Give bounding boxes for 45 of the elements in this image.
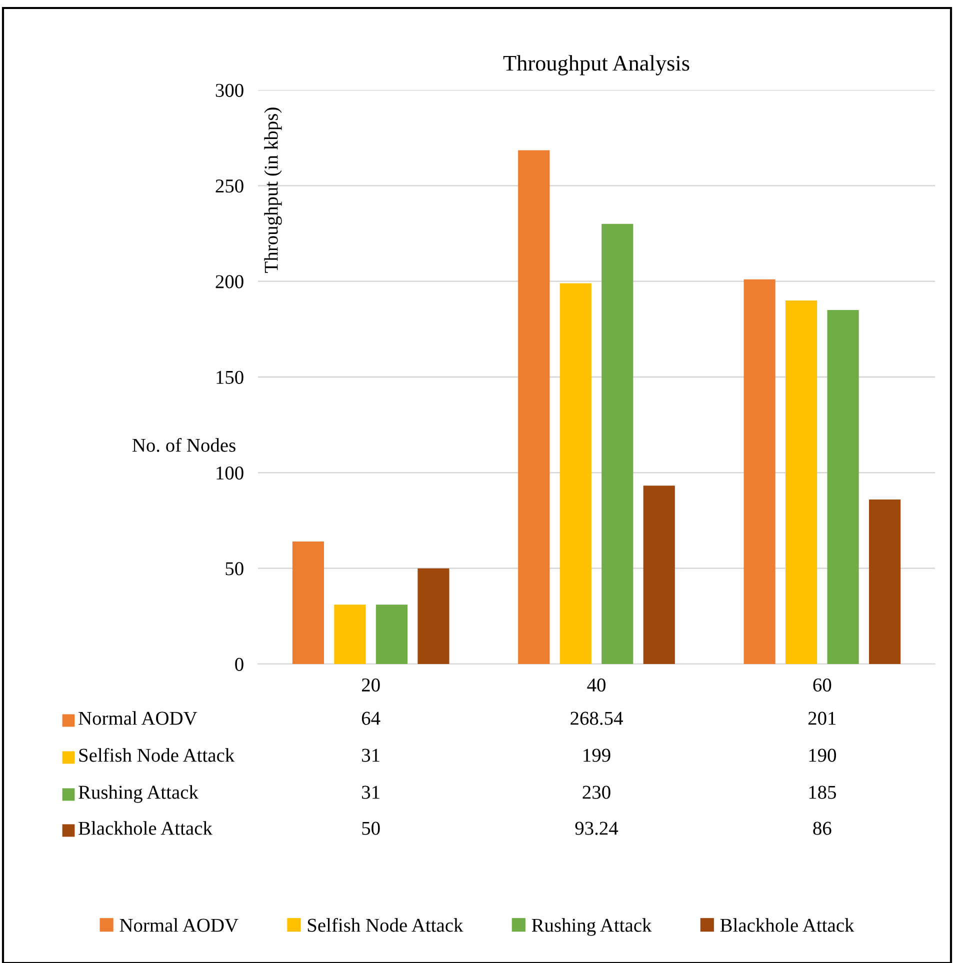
text: Selfish Node Attack (308, 918, 464, 932)
data-label: 31 (362, 748, 380, 762)
y-tick-label: 250 (216, 179, 244, 193)
data-label: 185 (809, 786, 836, 799)
x-axis-title: No. of Nodes (132, 438, 236, 452)
legend-label: Rushing Attack (78, 785, 198, 803)
bar (292, 542, 324, 664)
bar (376, 604, 408, 664)
bar (560, 283, 592, 664)
x-tick-label: 40 (587, 678, 606, 692)
y-tick-label: 100 (216, 466, 244, 480)
data-label: 93.24 (575, 822, 618, 835)
bar (643, 486, 675, 664)
data-label: 86 (813, 822, 832, 835)
bar (785, 300, 818, 664)
x-tick-label: 20 (362, 678, 380, 692)
x-tick-label: 60 (813, 678, 832, 692)
text: Rushing Attack (532, 918, 652, 936)
bar (827, 310, 859, 664)
chart-title: Throughput Analysis (503, 55, 690, 76)
text: Normal AODV (120, 918, 238, 932)
text: Blackhole Attack (78, 821, 212, 835)
data-label: 64 (362, 712, 380, 725)
y-tick-label: 200 (216, 275, 244, 288)
bar (334, 604, 366, 664)
y-tick-label: 150 (216, 370, 244, 384)
data-label: 230 (582, 786, 610, 799)
bar (602, 224, 634, 664)
data-label: 268.54 (570, 712, 623, 725)
y-tick-label: 300 (216, 84, 244, 97)
bar (744, 279, 776, 664)
data-label: 190 (809, 748, 836, 762)
y-axis-title: Throughput (in kbps) (264, 108, 282, 273)
bar (868, 499, 901, 664)
data-label: 31 (362, 786, 380, 799)
data-label: 199 (584, 748, 610, 762)
data-label: 201 (808, 712, 836, 725)
y-tick-label: 50 (226, 562, 244, 576)
bar (518, 150, 550, 664)
bar (418, 568, 450, 664)
y-tick-label: 0 (235, 658, 244, 671)
legend-label: Normal AODV (78, 711, 198, 725)
legend-label: Blackhole Attack (720, 918, 854, 932)
data-label: 50 (362, 822, 380, 835)
legend-label: Selfish Node Attack (79, 748, 235, 762)
